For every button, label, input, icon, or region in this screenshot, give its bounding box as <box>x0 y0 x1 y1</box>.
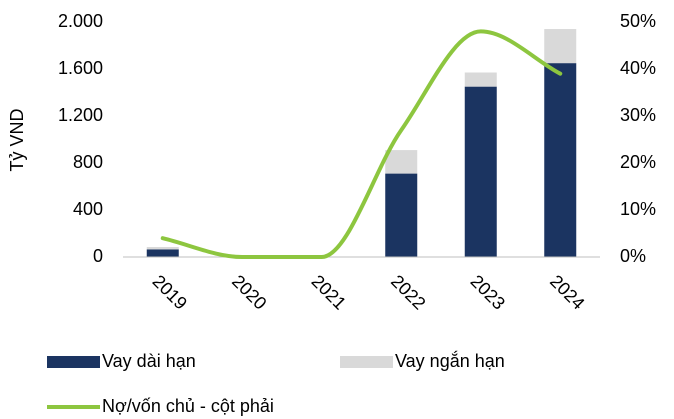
y2-tick-label: 40% <box>620 58 656 78</box>
legend-label: Vay dài hạn <box>102 351 196 371</box>
y2-tick-label: 0% <box>620 246 646 266</box>
x-tick-label: 2022 <box>387 271 429 313</box>
y2-tick-label: 10% <box>620 199 656 219</box>
x-tick-label: 2019 <box>149 271 191 313</box>
legend-label: Nợ/vốn chủ - cột phải <box>102 396 274 416</box>
y-tick-label: 2.000 <box>58 11 103 31</box>
y-tick-label: 400 <box>73 199 103 219</box>
y2-tick-label: 50% <box>620 11 656 31</box>
bar <box>544 63 577 257</box>
y-tick-label: 1.200 <box>58 105 103 125</box>
bar <box>146 247 179 250</box>
legend-label: Vay ngắn hạn <box>395 350 505 371</box>
y2-tick-label: 30% <box>620 105 656 125</box>
x-tick-label: 2020 <box>228 271 270 313</box>
y2-tick-label: 20% <box>620 152 656 172</box>
bar <box>385 173 418 257</box>
legend-swatch <box>47 356 100 368</box>
y-tick-label: 1.600 <box>58 58 103 78</box>
bar <box>464 72 497 87</box>
bar <box>146 249 179 257</box>
y-tick-label: 800 <box>73 152 103 172</box>
y-tick-label: 0 <box>93 246 103 266</box>
x-tick-label: 2024 <box>546 271 588 313</box>
x-tick-label: 2023 <box>467 271 509 313</box>
bar <box>464 86 497 257</box>
bar <box>385 150 418 174</box>
y-axis-title: Tỷ VND <box>7 108 27 171</box>
line-series <box>160 29 563 260</box>
bar <box>544 29 577 64</box>
legend-swatch <box>340 356 393 368</box>
x-tick-label: 2021 <box>308 271 350 313</box>
